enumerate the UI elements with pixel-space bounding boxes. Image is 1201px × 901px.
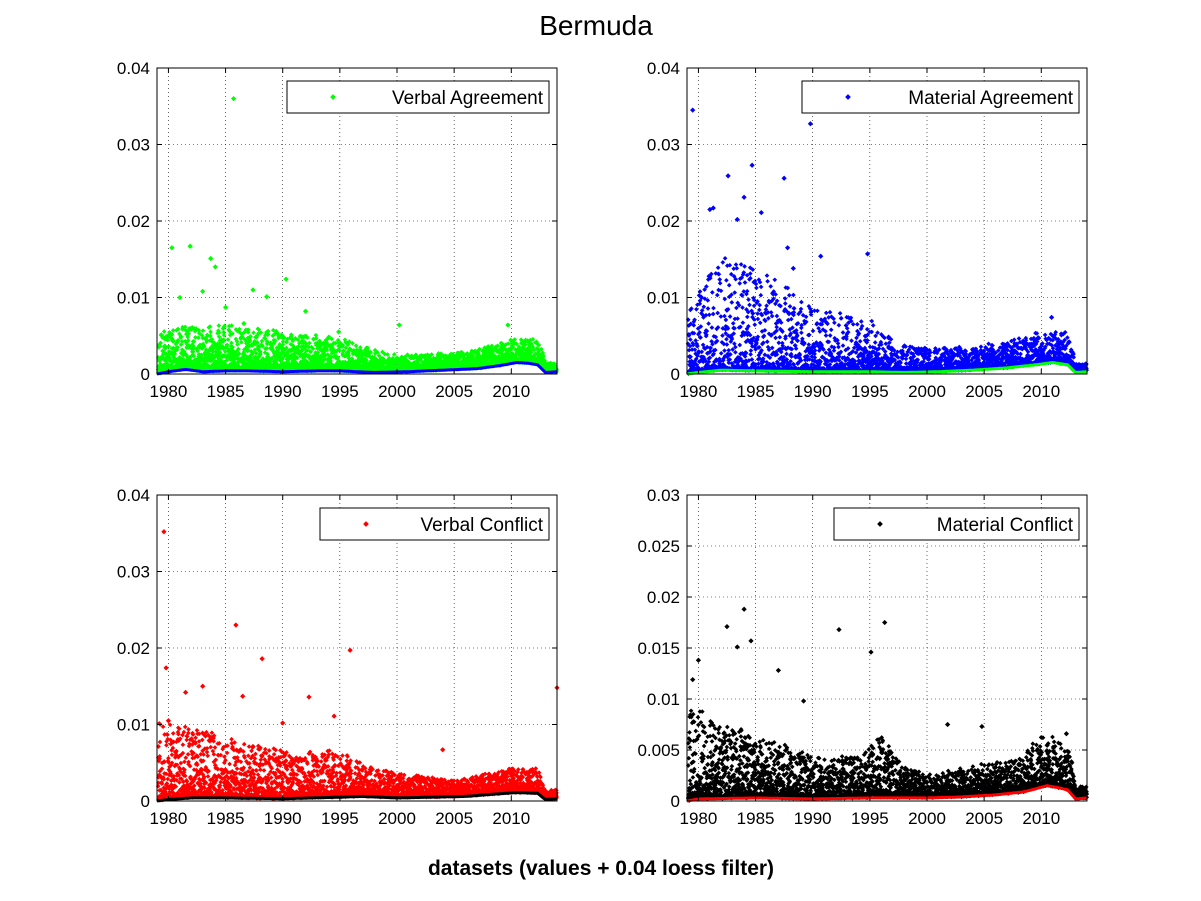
data-point bbox=[246, 327, 251, 333]
data-point bbox=[221, 337, 227, 343]
data-point bbox=[248, 334, 253, 339]
data-point bbox=[236, 346, 241, 352]
x-tick-label: 2000 bbox=[378, 382, 416, 401]
figure-caption: datasets (values + 0.04 loess filter) bbox=[428, 857, 774, 880]
data-point bbox=[199, 346, 205, 351]
data-point bbox=[178, 334, 184, 339]
data-point bbox=[157, 343, 163, 349]
x-tick-label: 1990 bbox=[264, 382, 302, 401]
y-tick-label: 0.04 bbox=[117, 59, 150, 78]
data-point bbox=[175, 326, 181, 332]
y-tick-label: 0.01 bbox=[117, 289, 150, 308]
data-point bbox=[207, 333, 213, 339]
subplot-grid: 1980 1985 1990 1995 2000 2005 2010 0 0.01 0.02 0.0… bbox=[117, 59, 1090, 828]
data-point bbox=[175, 344, 180, 350]
data-point bbox=[250, 350, 256, 356]
data-point bbox=[191, 339, 197, 344]
data-point bbox=[207, 324, 213, 329]
data-point bbox=[191, 346, 196, 352]
data-point bbox=[225, 337, 231, 342]
data-point bbox=[185, 338, 191, 343]
legend: Verbal Agreement bbox=[286, 80, 550, 114]
data-point bbox=[221, 346, 226, 352]
x-tick-label: 2010 bbox=[492, 382, 530, 401]
data-point bbox=[186, 331, 192, 337]
data-point bbox=[229, 340, 234, 346]
data-point bbox=[222, 323, 227, 329]
y-tick-label: 0.03 bbox=[117, 136, 150, 155]
data-point bbox=[204, 332, 210, 338]
data-point bbox=[241, 330, 247, 335]
data-point bbox=[245, 347, 251, 353]
data-point bbox=[230, 344, 235, 350]
data-point bbox=[217, 350, 223, 355]
x-tick-label: 2005 bbox=[435, 382, 473, 401]
data-point bbox=[196, 330, 202, 336]
data-point bbox=[216, 330, 222, 335]
data-point bbox=[223, 349, 228, 354]
data-point bbox=[166, 344, 172, 349]
data-point bbox=[184, 341, 190, 347]
data-point bbox=[229, 323, 234, 328]
data-point bbox=[169, 331, 175, 337]
subplot-2: 1980 1985 1990 1995 2000 2005 201000.010.020.0… bbox=[647, 59, 1090, 401]
data-point bbox=[158, 340, 163, 346]
y-tick-label: 0 bbox=[141, 365, 150, 384]
y-tick-label: 0.02 bbox=[117, 212, 150, 231]
data-point bbox=[224, 342, 230, 348]
data-point bbox=[237, 329, 242, 335]
data-point bbox=[171, 338, 176, 344]
data-point bbox=[170, 328, 176, 333]
data-point bbox=[216, 334, 222, 340]
figure-title: Bermuda bbox=[539, 10, 653, 41]
data-point bbox=[178, 342, 184, 348]
data-point bbox=[161, 329, 167, 334]
data-point bbox=[208, 329, 213, 335]
data-point bbox=[216, 323, 222, 328]
x-tick-label: 1985 bbox=[207, 382, 245, 401]
legend-label: Verbal Agreement bbox=[392, 88, 544, 109]
data-point bbox=[201, 343, 207, 349]
data-point bbox=[195, 348, 200, 354]
data-point bbox=[235, 342, 240, 347]
data-point bbox=[204, 337, 210, 343]
data-point bbox=[196, 335, 201, 341]
data-point bbox=[224, 357, 230, 363]
data-point bbox=[191, 353, 197, 359]
data-point bbox=[238, 339, 244, 345]
data-point bbox=[197, 345, 202, 350]
subplot-1: 1980 1985 1990 1995 2000 2005 2010 0 0.01 0.02 0.0… bbox=[117, 59, 560, 401]
data-point bbox=[165, 337, 171, 343]
data-point bbox=[221, 332, 227, 338]
data-point bbox=[236, 351, 242, 357]
data-point bbox=[172, 351, 178, 357]
data-point bbox=[209, 337, 215, 342]
data-point bbox=[251, 330, 256, 336]
data-point bbox=[247, 337, 253, 343]
x-tick-label: 1980 bbox=[150, 382, 188, 401]
x-tick-label: 1995 bbox=[321, 382, 359, 401]
data-point bbox=[175, 338, 181, 343]
data-point bbox=[240, 335, 246, 341]
data-point bbox=[190, 349, 196, 354]
data-point bbox=[230, 331, 235, 337]
data-point bbox=[193, 335, 198, 340]
data-point bbox=[200, 328, 206, 334]
